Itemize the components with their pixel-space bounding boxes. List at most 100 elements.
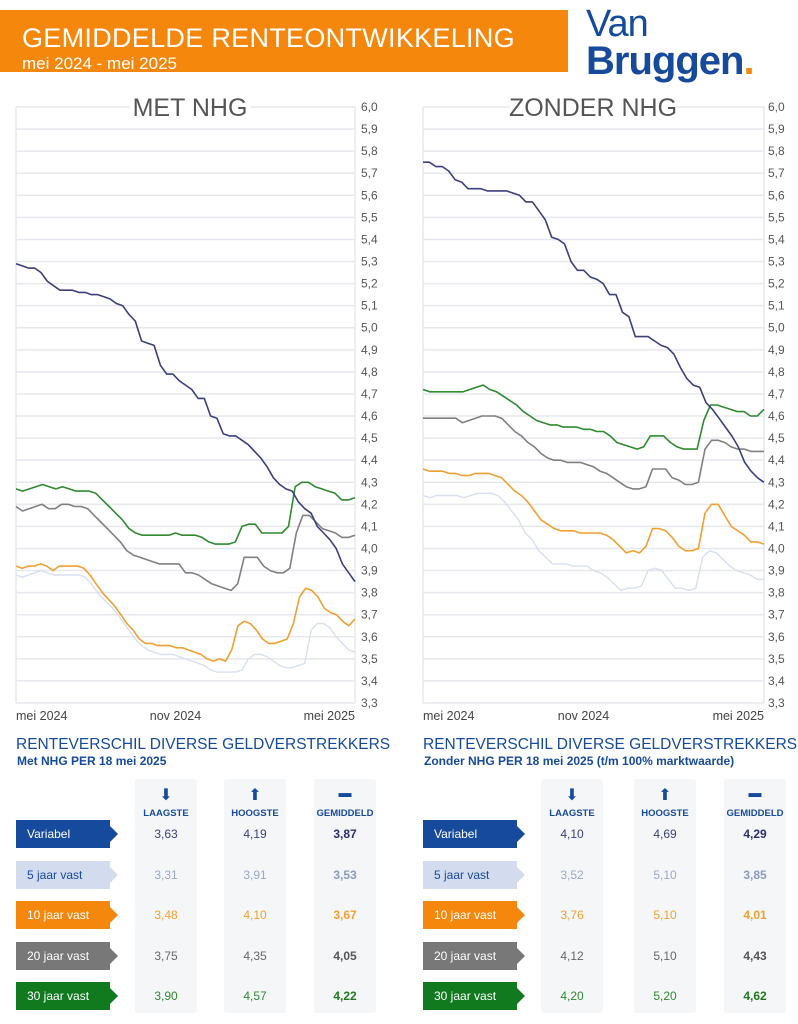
row-label-tag: Variabel xyxy=(423,820,525,848)
series-line-5-jaar-vast xyxy=(422,492,764,592)
series-line-20-jaar-vast xyxy=(15,503,356,592)
column-header-laagste: LAAGSTE xyxy=(143,808,189,819)
minus-icon: ▬ xyxy=(338,785,352,800)
y-tick-label: 6,0 xyxy=(768,100,785,114)
y-tick-label: 5,0 xyxy=(768,321,785,335)
column-header-hoogste: HOOGSTE xyxy=(231,808,279,819)
chart-title-bg xyxy=(129,90,251,120)
table-cell: 4,35 xyxy=(243,948,267,963)
arrow-up-icon: ⬆ xyxy=(248,787,262,804)
row-label-tag: 20 jaar vast xyxy=(16,941,118,970)
column-header-hoogste: HOOGSTE xyxy=(641,808,689,819)
x-tick-label: mei 2024 xyxy=(16,709,67,723)
y-tick-label: 3,3 xyxy=(361,696,378,710)
table-title: RENTEVERSCHIL DIVERSE GELDVERSTREKKERS xyxy=(423,736,798,753)
y-tick-label: 3,8 xyxy=(361,586,378,600)
y-tick-label: 5,4 xyxy=(361,232,378,246)
y-tick-label: 4,7 xyxy=(768,387,785,401)
column-background xyxy=(135,779,197,1013)
arrow-up-icon: ⬆ xyxy=(658,787,672,804)
x-tick-label: mei 2025 xyxy=(304,709,355,723)
table-cell: 4,62 xyxy=(743,989,767,1003)
y-tick-label: 5,5 xyxy=(768,210,785,224)
row-label-tag: 10 jaar vast xyxy=(16,901,118,929)
table-title: RENTEVERSCHIL DIVERSE GELDVERSTREKKERS xyxy=(16,736,391,753)
y-tick-label: 4,0 xyxy=(768,541,785,555)
column-background xyxy=(634,779,696,1013)
y-tick-label: 5,7 xyxy=(361,166,378,180)
row-label-tag: Variabel xyxy=(16,820,118,848)
arrow-down-icon: ⬇ xyxy=(565,787,579,804)
y-tick-label: 4,9 xyxy=(768,343,785,357)
table-cell: 3,67 xyxy=(333,908,357,922)
table-cell: 3,52 xyxy=(560,867,584,882)
table-cell: 4,19 xyxy=(243,827,267,841)
y-tick-label: 3,7 xyxy=(768,608,785,622)
column-background xyxy=(541,779,603,1013)
table-cell: 4,10 xyxy=(243,908,267,922)
chart-zonder-nhg: 6,0 5,9 5,8 5,7 5,6 5,5 5,4 5,3 5,2 5,1 5,0 4,9 4,8 4… xyxy=(422,90,785,723)
page-title: GEMIDDELDE RENTEONTWIKKELING xyxy=(22,23,515,53)
y-tick-label: 3,3 xyxy=(768,696,785,710)
y-tick-label: 5,4 xyxy=(768,232,785,246)
series-line-30-jaar-vast xyxy=(15,481,356,545)
brand-logo: Van Bruggen. xyxy=(586,4,786,84)
brand-logo-line2: Bruggen. xyxy=(586,39,755,83)
table-cell: 4,43 xyxy=(743,948,767,963)
table-cell: 4,57 xyxy=(243,989,267,1003)
y-tick-label: 4,8 xyxy=(361,365,378,379)
y-tick-label: 5,2 xyxy=(768,277,785,291)
table-cell: 3,31 xyxy=(154,867,178,882)
column-header-gemiddeld: GEMIDDELD xyxy=(316,808,374,819)
y-tick-label: 3,5 xyxy=(361,652,378,666)
table-cell: 3,75 xyxy=(154,948,178,963)
y-tick-label: 4,7 xyxy=(361,387,378,401)
row-label-tag: 10 jaar vast xyxy=(423,901,525,929)
y-tick-label: 4,9 xyxy=(361,343,378,357)
y-tick-label: 5,9 xyxy=(768,122,785,136)
y-tick-label: 5,5 xyxy=(361,210,378,224)
y-tick-label: 3,9 xyxy=(768,564,785,578)
y-tick-label: 5,8 xyxy=(361,144,378,158)
chart-title: MET NHG xyxy=(133,94,248,122)
table-cell: 3,76 xyxy=(560,908,584,922)
y-tick-label: 5,8 xyxy=(768,144,785,158)
x-tick-label: nov 2024 xyxy=(150,709,201,723)
series-line-30-jaar-vast xyxy=(422,384,765,450)
table-cell: 5,10 xyxy=(653,908,677,922)
y-tick-label: 4,4 xyxy=(361,453,378,467)
x-tick-label: mei 2025 xyxy=(713,709,764,723)
arrow-down-icon: ⬇ xyxy=(159,787,173,804)
y-tick-label: 4,6 xyxy=(361,409,378,423)
table-cell: 5,20 xyxy=(653,989,677,1003)
table-subtitle: Met NHG PER 18 mei 2025 xyxy=(17,754,167,768)
series-line-10-jaar-vast xyxy=(15,563,356,662)
series-line-10-jaar-vast xyxy=(422,468,765,554)
table-cell: 4,29 xyxy=(743,827,767,841)
y-tick-label: 5,7 xyxy=(768,166,785,180)
y-tick-label: 3,6 xyxy=(768,630,785,644)
y-tick-label: 4,1 xyxy=(768,519,785,533)
column-background xyxy=(314,779,376,1013)
row-label-tag: 5 jaar vast xyxy=(423,860,525,889)
table-cell: 5,10 xyxy=(653,948,677,963)
y-tick-label: 4,5 xyxy=(361,431,378,445)
table-cell: 4,69 xyxy=(653,827,677,841)
column-header-laagste: LAAGSTE xyxy=(549,808,595,819)
column-background xyxy=(224,779,286,1013)
column-header-gemiddeld: GEMIDDELD xyxy=(726,808,784,819)
series-line-variabel xyxy=(423,161,765,483)
table-cell: 4,12 xyxy=(560,948,584,963)
row-label-tag: 30 jaar vast xyxy=(423,982,525,1010)
y-tick-label: 4,2 xyxy=(768,497,785,511)
table-cell: 4,10 xyxy=(560,827,584,841)
table-cell: 3,85 xyxy=(743,867,767,882)
y-tick-label: 5,3 xyxy=(361,255,378,269)
row-label-tag: 30 jaar vast xyxy=(16,982,118,1010)
brand-logo-dot: . xyxy=(743,39,754,83)
y-tick-label: 3,4 xyxy=(361,674,378,688)
y-tick-label: 4,5 xyxy=(768,431,785,445)
y-tick-label: 3,5 xyxy=(768,652,785,666)
brand-logo-name: Bruggen xyxy=(586,39,744,83)
y-tick-label: 5,3 xyxy=(768,255,785,269)
